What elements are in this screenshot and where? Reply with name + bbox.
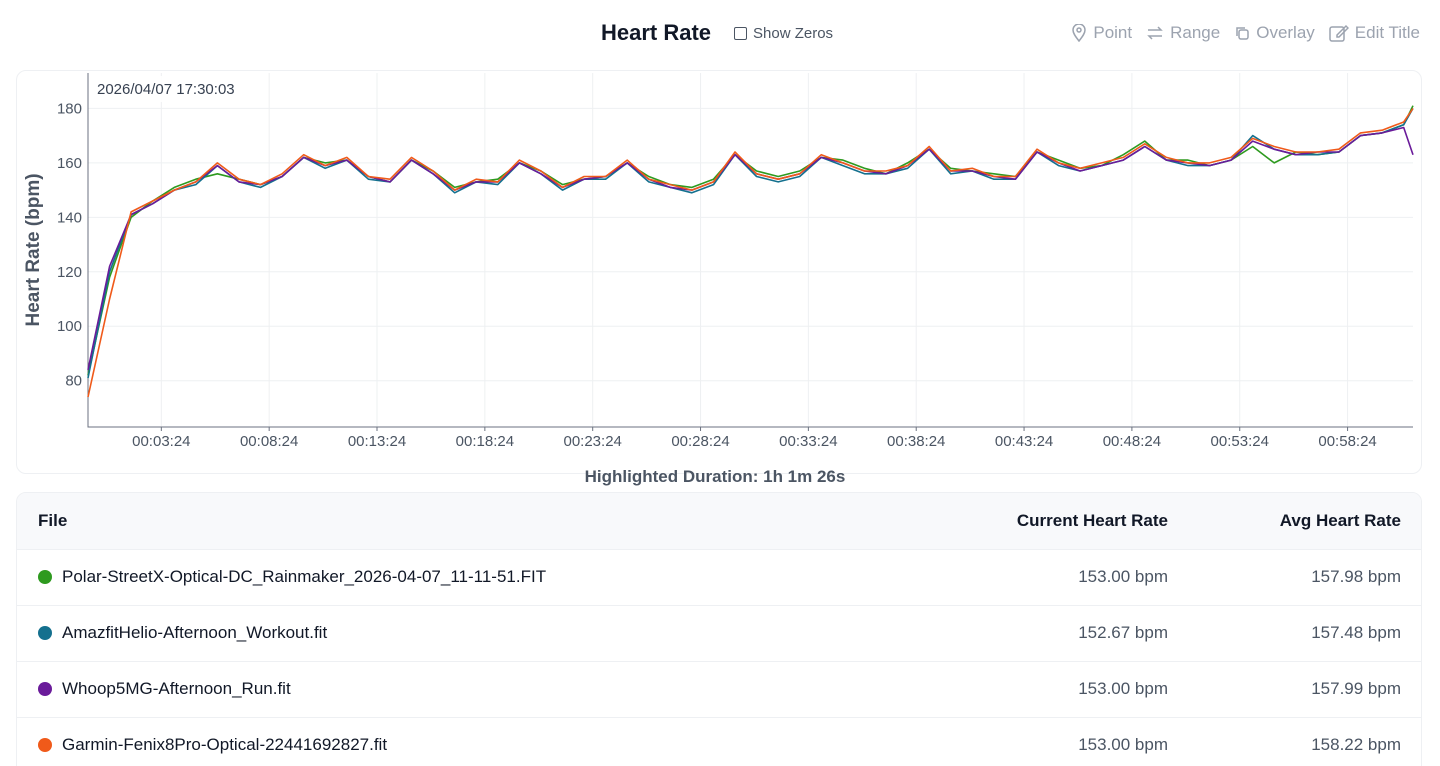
x-tick-label: 00:58:24 (1318, 433, 1376, 450)
table-header: File Current Heart Rate Avg Heart Rate (17, 493, 1421, 550)
series-dot (38, 682, 52, 696)
data-table: File Current Heart Rate Avg Heart Rate Pola… (16, 492, 1422, 766)
table-row: Whoop5MG-Afternoon_Run.fit 153.00 bpm 157.… (17, 661, 1421, 718)
tool-button[interactable]: Range (1146, 23, 1220, 43)
tool-label: Range (1170, 23, 1221, 42)
checkbox[interactable] (734, 27, 747, 40)
table-row: Garmin-Fenix8Pro-Optical-22441692827.fit… (17, 717, 1421, 766)
current-cell: 152.67 bpm (1078, 623, 1168, 642)
avg-cell: 157.99 bpm (1311, 679, 1401, 698)
tool-label: Point (1093, 23, 1133, 42)
x-tick-label: 00:48:24 (1103, 433, 1161, 450)
axis-line (87, 73, 1413, 428)
x-tick-label: 00:43:24 (995, 433, 1053, 450)
current-cell: 153.00 bpm (1078, 735, 1168, 754)
x-tick-label: 00:08:24 (240, 433, 298, 450)
current-cell: 153.00 bpm (1078, 679, 1168, 698)
header-cell: Current Heart Rate (1016, 511, 1168, 530)
icon (1329, 24, 1349, 42)
show-zeros-toggle[interactable]: Show Zeros (734, 25, 833, 42)
x-tick-label: 00:23:24 (563, 433, 621, 450)
y-tick-label: 80 (65, 373, 82, 390)
series-line (87, 107, 1414, 398)
icon (1236, 27, 1249, 40)
header-cell: Avg Heart Rate (1279, 511, 1401, 530)
table-row: Polar-StreetX-Optical-DC_Rainmaker_2026-… (17, 549, 1421, 606)
avg-cell: 157.98 bpm (1311, 567, 1401, 586)
x-tick-label: 00:13:24 (348, 433, 406, 450)
x-tick-label: 00:53:24 (1211, 433, 1269, 450)
file-cell: Garmin-Fenix8Pro-Optical-22441692827.fit (62, 735, 388, 754)
icon (1072, 24, 1087, 42)
tool-button[interactable]: Point (1071, 23, 1132, 43)
icon (1147, 26, 1163, 40)
series-line (87, 126, 1414, 370)
tooltip: 2026/04/07 17:30:03 (97, 81, 235, 98)
chart-card (16, 70, 1422, 474)
caption: Highlighted Duration: 1h 1m 26s (585, 467, 846, 486)
tool-button[interactable]: Overlay (1234, 23, 1315, 43)
series-dot (38, 570, 52, 584)
avg-cell: 157.48 bpm (1311, 623, 1401, 642)
header-cell: File (38, 511, 68, 530)
page-title: Heart Rate (600, 20, 712, 45)
x-tick-label: 00:38:24 (887, 433, 945, 450)
toggle-label: Show Zeros (753, 25, 834, 42)
file-cell: AmazfitHelio-Afternoon_Workout.fit (62, 623, 328, 642)
x-tick-label: 00:28:24 (671, 433, 729, 450)
current-cell: 153.00 bpm (1078, 567, 1168, 586)
file-cell: Polar-StreetX-Optical-DC_Rainmaker_2026-… (62, 567, 547, 586)
table-row: AmazfitHelio-Afternoon_Workout.fit 152.67… (17, 605, 1421, 662)
y-axis-label: Heart Rate (bpm) (23, 173, 44, 326)
y-tick-label: 120 (57, 264, 82, 281)
y-tick-label: 140 (57, 209, 82, 226)
file-cell: Whoop5MG-Afternoon_Run.fit (62, 679, 291, 698)
series-line (87, 108, 1414, 379)
y-tick-label: 160 (57, 155, 82, 172)
x-tick-label: 00:18:24 (456, 433, 514, 450)
series-dot (38, 738, 52, 752)
tool-label: Overlay (1256, 23, 1315, 42)
tooltip-box (90, 76, 254, 102)
x-tick-label: 00:33:24 (779, 433, 837, 450)
y-tick-label: 100 (57, 318, 82, 335)
toolbar: Point Range Overlay Edit Title (1071, 23, 1420, 43)
y-tick-label: 180 (57, 100, 82, 117)
avg-cell: 158.22 bpm (1311, 735, 1401, 754)
x-tick-label: 00:03:24 (132, 433, 190, 450)
chart: 80 100 120 140 160 180 00:03:24 00:08:24 00:13:2… (23, 73, 1414, 486)
series-dot (38, 626, 52, 640)
tool-button[interactable]: Edit Title (1329, 23, 1420, 43)
series-line (87, 105, 1414, 376)
tool-label: Edit Title (1354, 23, 1420, 42)
